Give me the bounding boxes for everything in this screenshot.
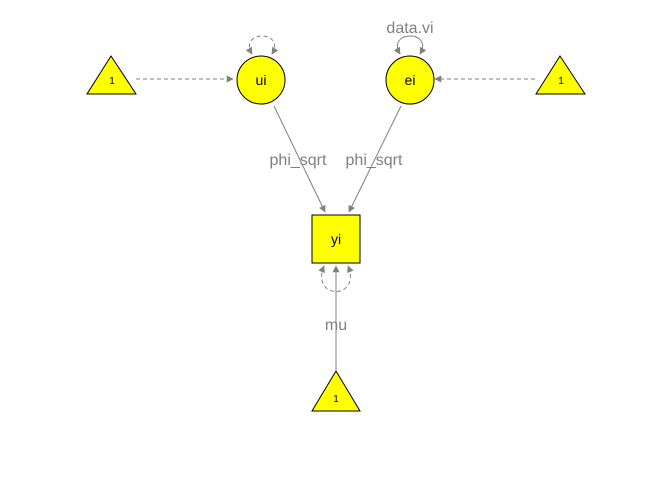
edge-label-const-to-yi: mu [325, 317, 347, 334]
edge-label-ei-variance: data.vi [386, 20, 433, 37]
edge-label-ui-to-yi: phi_sqrt [270, 152, 327, 169]
node-const-left: 1 [86, 55, 137, 95]
const-right-label: 1 [558, 76, 564, 87]
ei-variance-loop [393, 35, 427, 55]
node-const-right: 1 [535, 55, 586, 95]
node-const-bottom: 1 [311, 370, 361, 412]
ei-label: ei [405, 72, 416, 88]
const-bottom-label: 1 [333, 394, 339, 405]
ui-label: ui [256, 72, 267, 88]
const-left-label: 1 [109, 76, 115, 87]
edge-label-ei-to-yi: phi_sqrt [346, 152, 403, 169]
edge-ui-to-yi [273, 105, 326, 213]
node-ui: ui [236, 55, 286, 105]
yi-label: yi [331, 231, 341, 247]
node-ei: ei [385, 55, 435, 105]
edge-ei-to-yi [348, 105, 402, 213]
yi-residual-loop [318, 265, 354, 292]
node-yi: yi [311, 214, 361, 264]
ui-variance-loop [245, 35, 279, 55]
